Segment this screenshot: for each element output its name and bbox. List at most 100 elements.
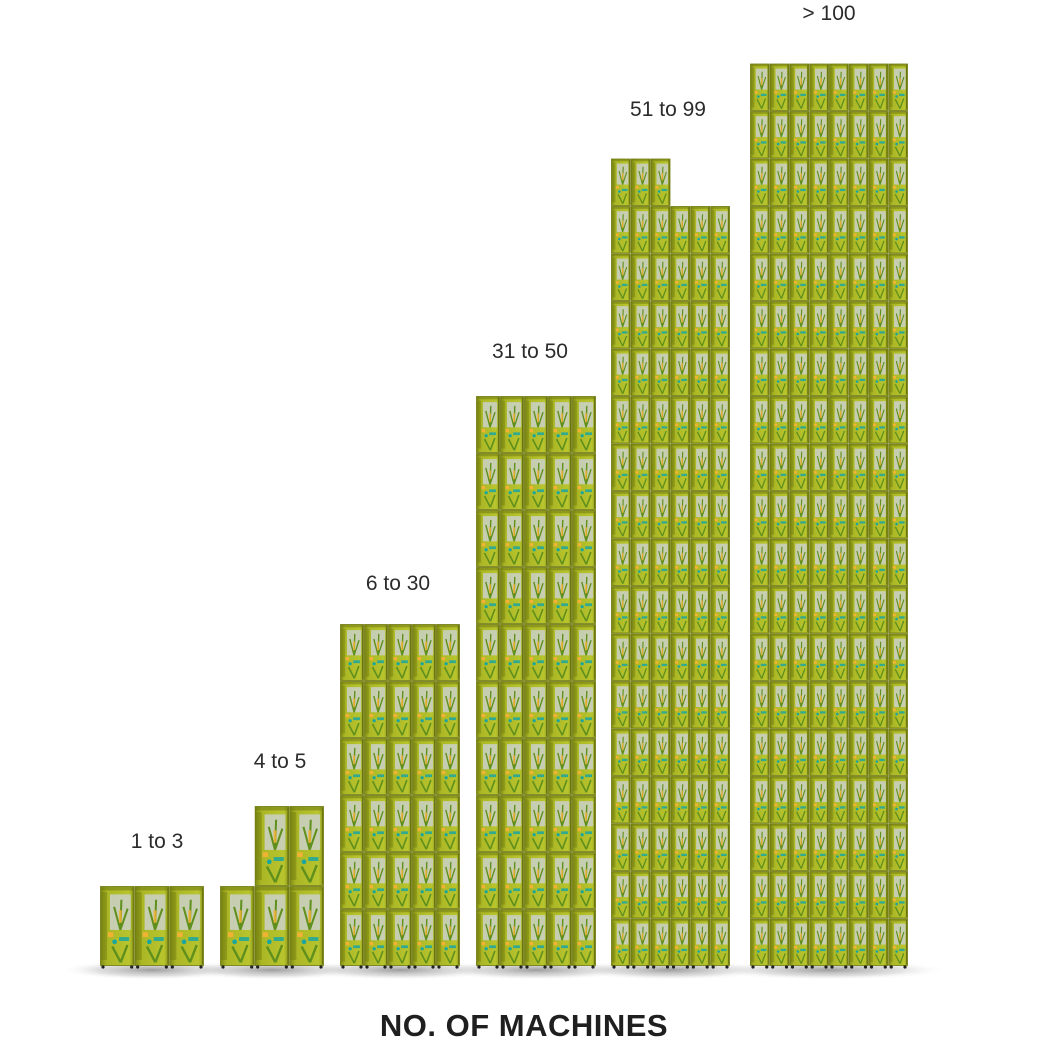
vending-machine-icon [650, 491, 671, 539]
vending-machine-icon [829, 728, 849, 776]
vending-machine-icon [710, 681, 730, 729]
vending-machine-icon [670, 253, 691, 301]
bar-5 [611, 158, 730, 969]
vending-machine-icon [611, 301, 631, 349]
vending-machine-icon [476, 852, 500, 909]
vending-machine-icon [500, 624, 524, 681]
vending-machine-icon [611, 348, 631, 396]
vending-machine-icon [848, 918, 869, 966]
vending-machine-icon [750, 776, 770, 824]
vending-machine-icon [809, 586, 829, 634]
vending-machine-icon [548, 510, 572, 567]
vending-machine-icon [769, 776, 790, 824]
vending-machine-icon [750, 681, 770, 729]
vending-machine-icon [809, 111, 829, 159]
vending-machine-icon [690, 443, 711, 491]
vending-machine-icon [548, 909, 572, 966]
vending-machine-icon [476, 453, 500, 510]
vending-machine-icon [809, 823, 829, 871]
vending-machine-icon [710, 776, 730, 824]
vending-machine-icon [670, 918, 691, 966]
vending-machine-icon [829, 253, 849, 301]
vending-machine-icon [750, 396, 770, 444]
vending-machine-icon [769, 918, 790, 966]
vending-machine-icon [868, 823, 889, 871]
vending-machine-icon [548, 453, 572, 510]
vending-machine-icon [888, 301, 908, 349]
vending-machine-icon [548, 852, 572, 909]
vending-machine-icon [630, 823, 651, 871]
vending-machine-icon [364, 738, 388, 795]
vending-machine-icon [868, 728, 889, 776]
vending-machine-icon [670, 491, 691, 539]
vending-machine-icon [388, 795, 412, 852]
vending-machine-icon [829, 681, 849, 729]
vending-machine-icon [848, 823, 869, 871]
vending-machine-icon [710, 491, 730, 539]
vending-machine-icon [710, 396, 730, 444]
vending-machine-icon [769, 206, 790, 254]
vending-machine-icon [364, 909, 388, 966]
vending-machine-icon [611, 918, 631, 966]
vending-machine-icon [750, 348, 770, 396]
vending-machine-icon [500, 852, 524, 909]
vending-machine-icon [789, 443, 810, 491]
vending-machine-icon [710, 206, 730, 254]
vending-machine-icon [868, 206, 889, 254]
vending-machine-icon [868, 776, 889, 824]
vending-machine-icon [524, 510, 548, 567]
vending-machine-icon [436, 852, 460, 909]
vending-machine-icon [848, 253, 869, 301]
vending-machine-icon [769, 63, 790, 111]
vending-machine-icon [388, 738, 412, 795]
vending-machine-icon [630, 633, 651, 681]
vending-machine-icon [848, 301, 869, 349]
vending-machine-icon [809, 491, 829, 539]
vending-machine-icon [670, 206, 691, 254]
vending-machine-icon [868, 111, 889, 159]
vending-machine-icon [476, 681, 500, 738]
vending-machine-icon [524, 681, 548, 738]
vending-machine-icon [750, 63, 770, 111]
vending-machine-icon [888, 443, 908, 491]
vending-machine-icon [888, 728, 908, 776]
vending-machine-icon [809, 633, 829, 681]
vending-machine-icon [690, 728, 711, 776]
vending-machine-icon [868, 871, 889, 919]
vending-machine-icon [829, 776, 849, 824]
vending-machine-icon [572, 681, 596, 738]
category-labels: 1 to 3 4 to 5 6 to 30 31 to 50 51 to 99 > 100 [131, 2, 856, 853]
vending-machine-icon [500, 795, 524, 852]
vending-machine-icon [750, 728, 770, 776]
vending-machine-icon [572, 795, 596, 852]
vending-machine-icon [769, 348, 790, 396]
vending-machine-icon [848, 443, 869, 491]
vending-machine-icon [829, 586, 849, 634]
vending-machine-icon [611, 491, 631, 539]
vending-machine-icon [690, 633, 711, 681]
vending-machine-icon [611, 823, 631, 871]
vending-machine-icon [868, 586, 889, 634]
vending-machine-icon [868, 633, 889, 681]
vending-machine-icon [572, 852, 596, 909]
vending-machine-icon [848, 63, 869, 111]
vending-machine-icon [868, 348, 889, 396]
vending-machine-icon [500, 453, 524, 510]
vending-machine-icon [524, 567, 548, 624]
vending-machine-icon [848, 633, 869, 681]
vending-machine-icon [340, 681, 364, 738]
vending-machine-icon [888, 633, 908, 681]
vending-machine-icon [364, 795, 388, 852]
vending-machine-icon [769, 823, 790, 871]
vending-machine-icon [809, 206, 829, 254]
vending-machine-icon [829, 63, 849, 111]
vending-machine-icon [789, 918, 810, 966]
vending-machine-icon [630, 681, 651, 729]
vending-machine-icon [809, 63, 829, 111]
vending-machine-icon [670, 538, 691, 586]
vending-machine-icon [254, 886, 290, 966]
vending-machine-icon [690, 348, 711, 396]
vending-machine-icon [848, 396, 869, 444]
vending-machine-icon [750, 871, 770, 919]
vending-machine-icon [524, 795, 548, 852]
